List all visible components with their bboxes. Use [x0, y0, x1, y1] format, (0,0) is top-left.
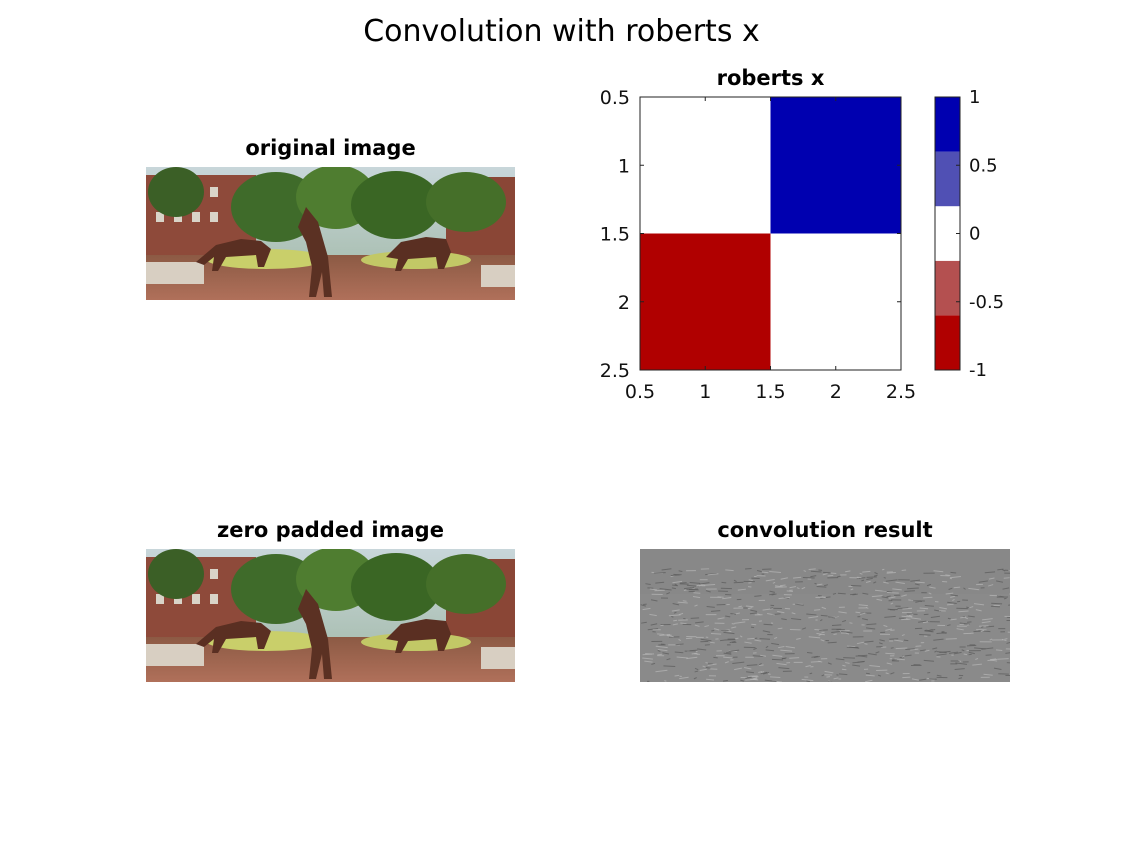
heatmap-cell-r1-c1	[640, 97, 771, 234]
y-tick-label: 2.5	[600, 360, 630, 382]
result-image-title: convolution result	[717, 518, 933, 542]
heatmap-cell-r2-c1	[640, 233, 771, 370]
colorbar-segment-4	[935, 151, 960, 207]
colorbar-segment-1	[935, 315, 960, 370]
x-tick-label: 2	[830, 381, 842, 403]
x-tick-label: 1	[699, 381, 711, 403]
kernel-heatmap: 0.5 1 1.5 2 2.50.511.522.510.50-0.5-1	[600, 87, 1004, 403]
heatmap-cell-r2-c2	[770, 233, 901, 370]
y-tick-label: 2	[618, 292, 630, 314]
colorbar-tick-label: -0.5	[969, 292, 1004, 313]
colorbar-tick-label: 0	[969, 224, 980, 245]
y-tick-label: 1	[618, 155, 630, 177]
heatmap-cell-r1-c2	[770, 97, 901, 234]
colorbar-tick-label: -1	[969, 360, 987, 381]
figure-title: Convolution with roberts x	[363, 14, 760, 49]
colorbar-segment-5	[935, 97, 960, 152]
colorbar-tick-label: 1	[969, 87, 980, 108]
x-tick-label: 2.5	[886, 381, 916, 403]
result-image	[640, 549, 1010, 682]
kernel-title: roberts x	[716, 66, 825, 90]
x-tick-label: 1.5	[755, 381, 785, 403]
colorbar-tick-label: 0.5	[969, 155, 998, 176]
y-tick-label: 1.5	[600, 224, 630, 246]
padded-image	[146, 549, 515, 682]
colorbar-segment-2	[935, 260, 960, 316]
x-tick-label: 0.5	[625, 381, 655, 403]
padded-image-title: zero padded image	[217, 518, 444, 542]
y-tick-label: 0.5	[600, 87, 630, 109]
colorbar-segment-3	[935, 206, 960, 261]
original-image	[146, 167, 515, 300]
original-image-title: original image	[245, 136, 416, 160]
